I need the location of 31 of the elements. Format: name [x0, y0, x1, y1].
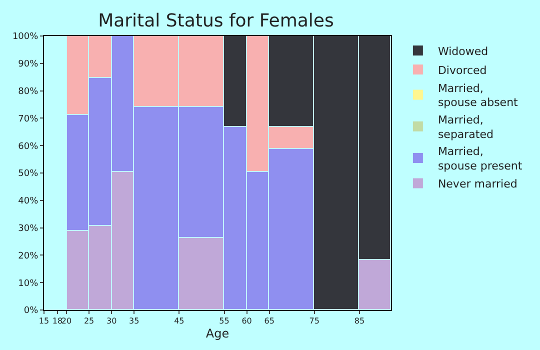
legend-label: Married, spouse absent: [438, 82, 519, 110]
y-tick-label: 100%: [12, 32, 39, 42]
x-tick-label: 45: [174, 316, 184, 326]
x-tick-label: 75: [309, 316, 320, 326]
x-tick-label: 35: [129, 316, 140, 326]
x-tick-label: 55: [219, 316, 230, 326]
y-tick-label: 30%: [18, 224, 39, 234]
y-tick-label: 40%: [18, 196, 39, 207]
x-tick-label: 65: [264, 316, 274, 326]
legend-label: Married, separated: [438, 114, 494, 141]
x-tick-label: 20: [61, 316, 72, 326]
chart-title: Marital Status for Females: [98, 10, 334, 32]
x-tick-label: 18: [52, 316, 63, 326]
x-tick-label: 15: [38, 316, 50, 326]
x-tick-label: 85: [354, 316, 365, 326]
y-tick-label: 70%: [18, 114, 39, 124]
y-tick-label: 0%: [24, 306, 39, 316]
x-tick-label: 30: [106, 316, 117, 326]
y-tick-label: 60%: [18, 142, 39, 152]
legend-label: Divorced: [438, 64, 487, 77]
x-axis-title: Age: [206, 326, 230, 340]
y-tick-label: 50%: [18, 169, 39, 180]
y-tick-label: 20%: [18, 251, 39, 262]
x-tick-label: 60: [242, 316, 252, 326]
legend-label: Never married: [438, 178, 518, 191]
y-tick-label: 10%: [18, 278, 39, 289]
legend-label: Widowed: [438, 44, 488, 58]
y-tick-label: 80%: [18, 86, 39, 97]
legend-label: Married, spouse present: [438, 145, 523, 172]
x-tick-label: 25: [84, 316, 94, 326]
y-tick-label: 90%: [18, 60, 39, 70]
